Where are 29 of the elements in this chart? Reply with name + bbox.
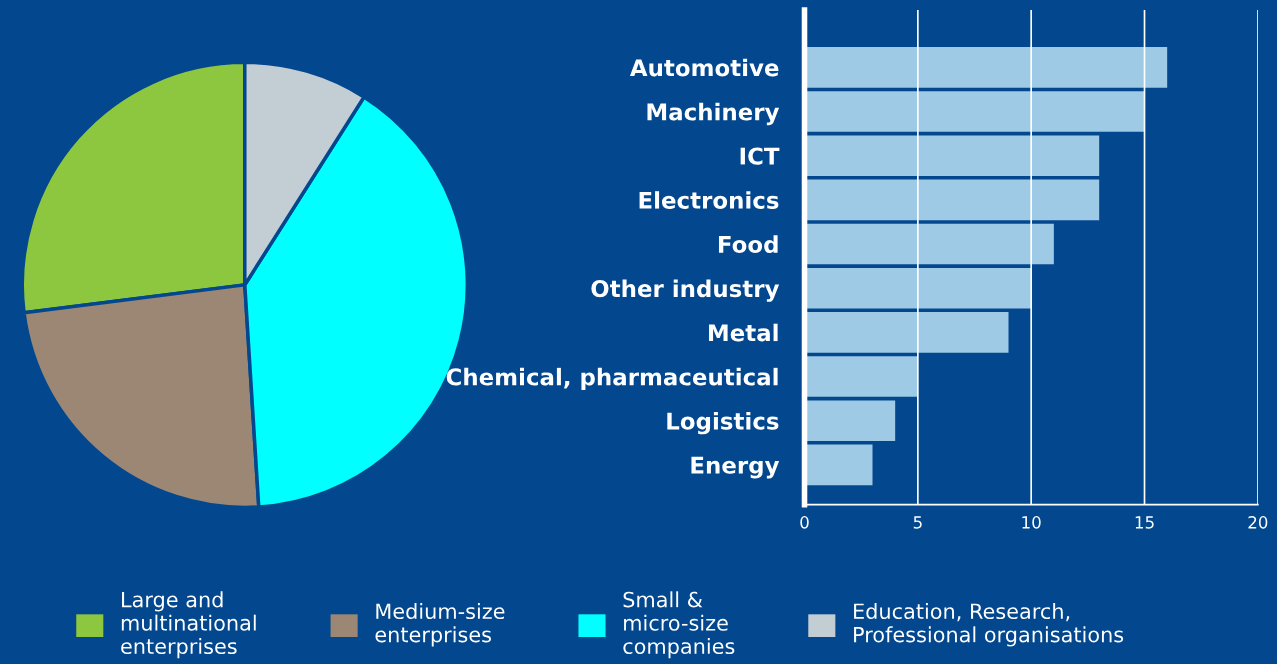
x-tick-label: 15 [1135, 516, 1154, 529]
y-tick-label: Chemical, pharmaceutical [446, 367, 778, 391]
bar [804, 223, 1054, 265]
y-tick-label: Energy [691, 456, 780, 479]
legend-label: Medium-size enterprises [375, 602, 505, 647]
y-tick-label: Logistics [667, 412, 779, 435]
bar [804, 91, 1145, 132]
y-tick-label: Electronics [639, 191, 779, 209]
x-tick-label: 5 [913, 516, 922, 529]
bar [804, 267, 1032, 309]
legend-label: Small & micro-size companies [623, 591, 735, 659]
bar [804, 179, 1100, 221]
y-tick-label: Automotive [629, 58, 779, 77]
x-tick-label: 0 [800, 516, 809, 529]
x-tick-label: 20 [1248, 516, 1268, 529]
bar [804, 444, 873, 486]
legend-label: Large and multinational enterprises [121, 591, 256, 659]
bar [804, 400, 896, 442]
y-tick-label: ICT [740, 147, 780, 165]
y-tick-label: Other industry [591, 279, 780, 302]
y-tick-label: Food [718, 235, 778, 254]
bar [804, 135, 1100, 177]
y-tick-label: Machinery [647, 102, 780, 126]
bar [804, 356, 918, 397]
legend-label: Education, Research, Professional organisations [854, 602, 1124, 647]
bar [804, 312, 1009, 353]
x-tick-label: 10 [1022, 516, 1041, 529]
y-tick-label: Metal [708, 323, 778, 342]
bar [804, 47, 1168, 88]
